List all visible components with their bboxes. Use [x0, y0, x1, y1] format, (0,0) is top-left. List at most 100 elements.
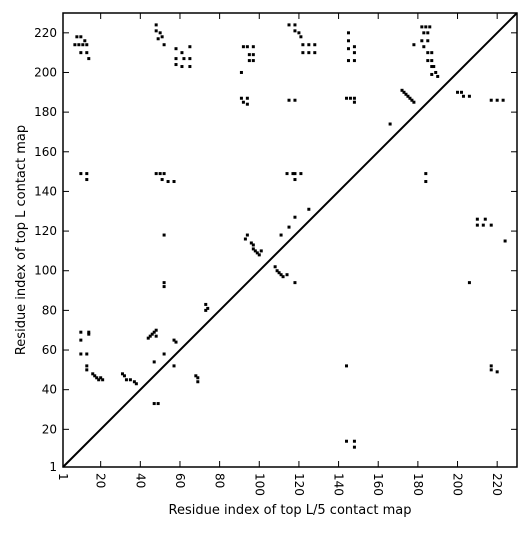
contact-point — [152, 402, 156, 406]
contact-point — [501, 98, 505, 102]
y-tick-label: 100 — [34, 264, 57, 278]
contact-point — [291, 172, 295, 176]
x-tick-label: 140 — [332, 473, 346, 496]
contact-point — [299, 35, 303, 39]
contact-point — [436, 74, 440, 78]
contact-point — [301, 43, 305, 47]
contact-point — [259, 249, 263, 253]
contact-point — [154, 29, 158, 33]
contact-point — [247, 59, 251, 63]
contact-point — [95, 376, 99, 380]
contact-point — [313, 43, 317, 47]
contact-point — [279, 273, 283, 277]
contact-point — [79, 338, 83, 342]
contact-point — [301, 51, 305, 55]
contact-point — [346, 47, 350, 51]
contact-point — [85, 172, 89, 176]
contact-point — [352, 51, 356, 55]
contact-point — [75, 35, 79, 39]
contact-point — [495, 370, 499, 374]
contact-point — [253, 249, 257, 253]
contact-point — [426, 59, 430, 63]
contact-point — [475, 223, 479, 227]
contact-point — [150, 332, 154, 336]
contact-point — [503, 239, 507, 243]
contact-point — [152, 330, 156, 334]
contact-point — [79, 330, 83, 334]
contact-point — [277, 271, 281, 275]
contact-point — [251, 243, 255, 247]
contact-point — [196, 380, 200, 384]
contact-point — [461, 94, 465, 98]
contact-point — [483, 217, 487, 221]
contact-point — [297, 31, 301, 35]
contact-point — [489, 98, 493, 102]
contact-point — [410, 98, 414, 102]
contact-point — [85, 368, 89, 372]
contact-point — [408, 96, 412, 100]
contact-point — [420, 25, 424, 29]
y-tick-label: 80 — [42, 303, 57, 317]
contact-point — [122, 374, 126, 378]
contact-point — [152, 360, 156, 364]
contact-point — [430, 72, 434, 76]
contact-point — [194, 374, 198, 378]
contact-point — [430, 51, 434, 55]
contact-point — [83, 39, 87, 43]
y-tick-label: 20 — [42, 422, 57, 436]
contact-point — [489, 364, 493, 368]
contact-point — [475, 217, 479, 221]
contact-point — [251, 59, 255, 63]
y-tick-label: 120 — [34, 224, 57, 238]
contact-point — [73, 43, 77, 47]
contact-point — [239, 70, 243, 74]
contact-point — [430, 65, 434, 69]
contact-point — [85, 51, 89, 55]
contact-point — [148, 334, 152, 338]
contact-point — [293, 215, 297, 219]
contact-point — [307, 207, 311, 211]
contact-point — [251, 247, 255, 251]
x-tick-label: 220 — [490, 473, 504, 496]
contact-point — [412, 100, 416, 104]
contact-point — [467, 94, 471, 98]
contact-point — [77, 43, 81, 47]
contact-point — [245, 102, 249, 106]
contact-point — [293, 98, 297, 102]
contact-point — [99, 376, 103, 380]
contact-point — [412, 43, 416, 47]
contact-point — [79, 172, 83, 176]
y-tick-label: 220 — [34, 26, 57, 40]
contact-point — [293, 23, 297, 27]
contact-point — [404, 92, 408, 96]
contact-point — [426, 31, 430, 35]
contact-point — [307, 51, 311, 55]
contact-point — [456, 90, 460, 94]
contact-point — [348, 96, 352, 100]
contact-point — [422, 45, 426, 49]
contact-point — [346, 59, 350, 63]
x-tick-label: 60 — [173, 473, 187, 488]
contact-point — [188, 65, 192, 69]
contact-point — [81, 43, 85, 47]
contact-point — [293, 281, 297, 285]
contact-point — [162, 233, 166, 237]
contact-point — [87, 330, 91, 334]
contact-point — [204, 302, 208, 306]
contact-point — [352, 45, 356, 49]
contact-point — [293, 178, 297, 182]
contact-point — [162, 281, 166, 285]
contact-point — [156, 37, 160, 41]
contact-point — [120, 372, 124, 376]
x-tick-label: 120 — [292, 473, 306, 496]
contact-point — [174, 47, 178, 51]
contact-point — [426, 39, 430, 43]
contact-point — [154, 328, 158, 332]
y-tick-label: 60 — [42, 343, 57, 357]
contact-point — [174, 63, 178, 67]
diagonal-line — [62, 12, 518, 468]
contact-point — [87, 57, 91, 61]
contact-point — [293, 172, 297, 176]
contact-point — [158, 172, 162, 176]
